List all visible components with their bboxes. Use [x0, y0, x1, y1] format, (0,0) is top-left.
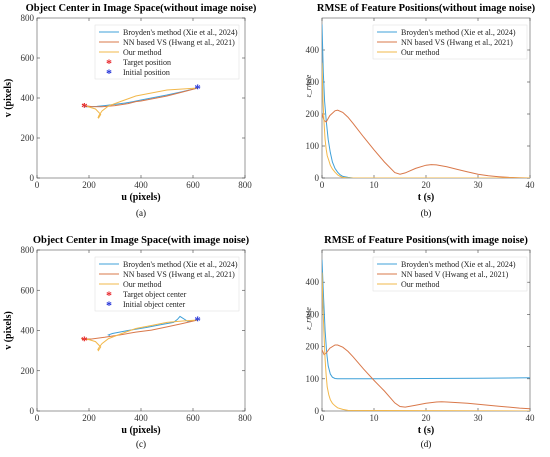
x-tick-label: 400 — [134, 413, 148, 423]
legend-box — [372, 256, 528, 292]
legend-label: Target position — [123, 58, 171, 67]
series-line-ours — [322, 62, 530, 178]
y-tick-label: 100 — [306, 141, 320, 151]
y-tick-label: 400 — [21, 93, 35, 103]
legend-label: Broyden's method (Xie et al., 2024) — [401, 28, 516, 37]
x-tick-label: 20 — [422, 180, 432, 190]
y-tick-label: 0 — [315, 406, 320, 416]
y-tick-label: 200 — [21, 366, 35, 376]
x-tick-label: 0 — [320, 413, 325, 423]
series-line-nn — [322, 344, 530, 410]
chart-panel-1: Object Center in Image Space(without ima… — [3, 3, 257, 218]
y-tick-label: 400 — [21, 326, 35, 336]
y-tick-label: 400 — [306, 277, 320, 287]
y-tick-label: 200 — [306, 342, 320, 352]
y-tick-label: 100 — [306, 374, 320, 384]
marker-initial: * — [194, 81, 201, 96]
y-tick-label: 400 — [306, 45, 320, 55]
chart-title: RMSE of Feature Positions(with image noi… — [324, 235, 528, 246]
x-tick-label: 0 — [35, 413, 40, 423]
legend-label: Initial position — [123, 68, 170, 77]
legend-marker-target: * — [106, 56, 112, 70]
legend-label: NN based V (Hwang et al., 2021) — [401, 270, 509, 279]
chart-panel-2: RMSE of Feature Positions(without image … — [304, 3, 536, 218]
legend-marker-initial: * — [106, 298, 112, 312]
chart-title: Object Center in Image Space(with image … — [33, 235, 250, 246]
y-axis-label: ε_rmse — [304, 307, 313, 330]
legend-label: Broyden's method (Xie et al., 2024) — [401, 260, 516, 269]
series-line-nn — [80, 319, 198, 341]
x-tick-label: 0 — [35, 180, 40, 190]
legend-label: NN based VS (Hwang et al., 2021) — [123, 38, 235, 47]
marker-target: * — [81, 333, 88, 348]
y-tick-label: 800 — [21, 245, 35, 255]
x-axis-label: t (s) — [418, 425, 434, 436]
legend-marker-target: * — [106, 288, 112, 302]
y-tick-label: 800 — [21, 13, 35, 23]
marker-target: * — [81, 100, 88, 115]
chart-title: RMSE of Feature Positions(without image … — [317, 3, 536, 14]
y-tick-label: 0 — [30, 406, 35, 416]
panel-caption: (c) — [136, 439, 146, 449]
series-line-broyden — [322, 24, 530, 178]
series-line-ours — [322, 272, 530, 411]
x-tick-label: 30 — [474, 180, 484, 190]
x-axis-label: u (pixels) — [121, 192, 160, 203]
legend-box — [94, 24, 240, 80]
x-tick-label: 600 — [186, 413, 200, 423]
x-tick-label: 200 — [82, 413, 96, 423]
legend-label: Broyden's method (Xie et al., 2024) — [123, 28, 238, 37]
panel-caption: (d) — [421, 439, 432, 449]
x-tick-label: 20 — [422, 413, 432, 423]
y-tick-label: 300 — [306, 309, 320, 319]
y-tick-label: 600 — [21, 53, 35, 63]
x-tick-label: 600 — [186, 180, 200, 190]
y-tick-label: 0 — [315, 173, 320, 183]
y-tick-label: 200 — [21, 133, 35, 143]
x-tick-label: 10 — [370, 413, 380, 423]
x-tick-label: 200 — [82, 180, 96, 190]
y-tick-label: 600 — [21, 285, 35, 295]
legend-label: Our method — [123, 48, 161, 57]
chart-panel-3: Object Center in Image Space(with image … — [3, 235, 252, 449]
x-axis-label: t (s) — [418, 192, 434, 203]
y-axis-label: v (pixels) — [3, 79, 14, 118]
legend-box — [372, 24, 528, 60]
series-line-ours — [85, 319, 198, 352]
panel-caption: (b) — [421, 208, 432, 218]
series-line-ours — [84, 87, 198, 119]
legend-marker-initial: * — [106, 66, 112, 80]
series-line-nn — [322, 109, 530, 178]
y-axis-label: ε_rmse — [304, 74, 313, 97]
y-axis-label: v (pixels) — [3, 311, 14, 350]
series-line-broyden — [107, 315, 198, 336]
x-tick-label: 0 — [320, 180, 325, 190]
chart-panel-4: RMSE of Feature Positions(with image noi… — [304, 235, 535, 449]
chart-title: Object Center in Image Space(without ima… — [26, 3, 257, 14]
legend-label: Broyden's method (Xie et al., 2024) — [123, 260, 238, 269]
x-tick-label: 10 — [370, 180, 380, 190]
y-tick-label: 200 — [306, 109, 320, 119]
y-tick-label: 300 — [306, 77, 320, 87]
y-tick-label: 0 — [30, 173, 35, 183]
x-tick-label: 40 — [526, 180, 536, 190]
legend-label: Our method — [401, 280, 439, 289]
x-axis-label: u (pixels) — [121, 425, 160, 436]
x-tick-label: 30 — [474, 413, 484, 423]
legend-label: Target object center — [123, 290, 187, 299]
series-line-nn — [82, 87, 198, 108]
panel-caption: (a) — [136, 208, 146, 218]
legend-label: NN based VS (Hwang et al., 2021) — [401, 38, 513, 47]
legend-label: NN based VS (Hwang et al., 2021) — [123, 270, 235, 279]
x-tick-label: 400 — [134, 180, 148, 190]
legend-label: Our method — [123, 280, 161, 289]
legend-label: Initial object center — [123, 300, 186, 309]
x-tick-label: 40 — [526, 413, 536, 423]
marker-initial: * — [194, 313, 201, 328]
x-tick-label: 800 — [238, 180, 252, 190]
legend-label: Our method — [401, 48, 439, 57]
series-line-broyden — [322, 259, 530, 380]
x-tick-label: 800 — [238, 413, 252, 423]
